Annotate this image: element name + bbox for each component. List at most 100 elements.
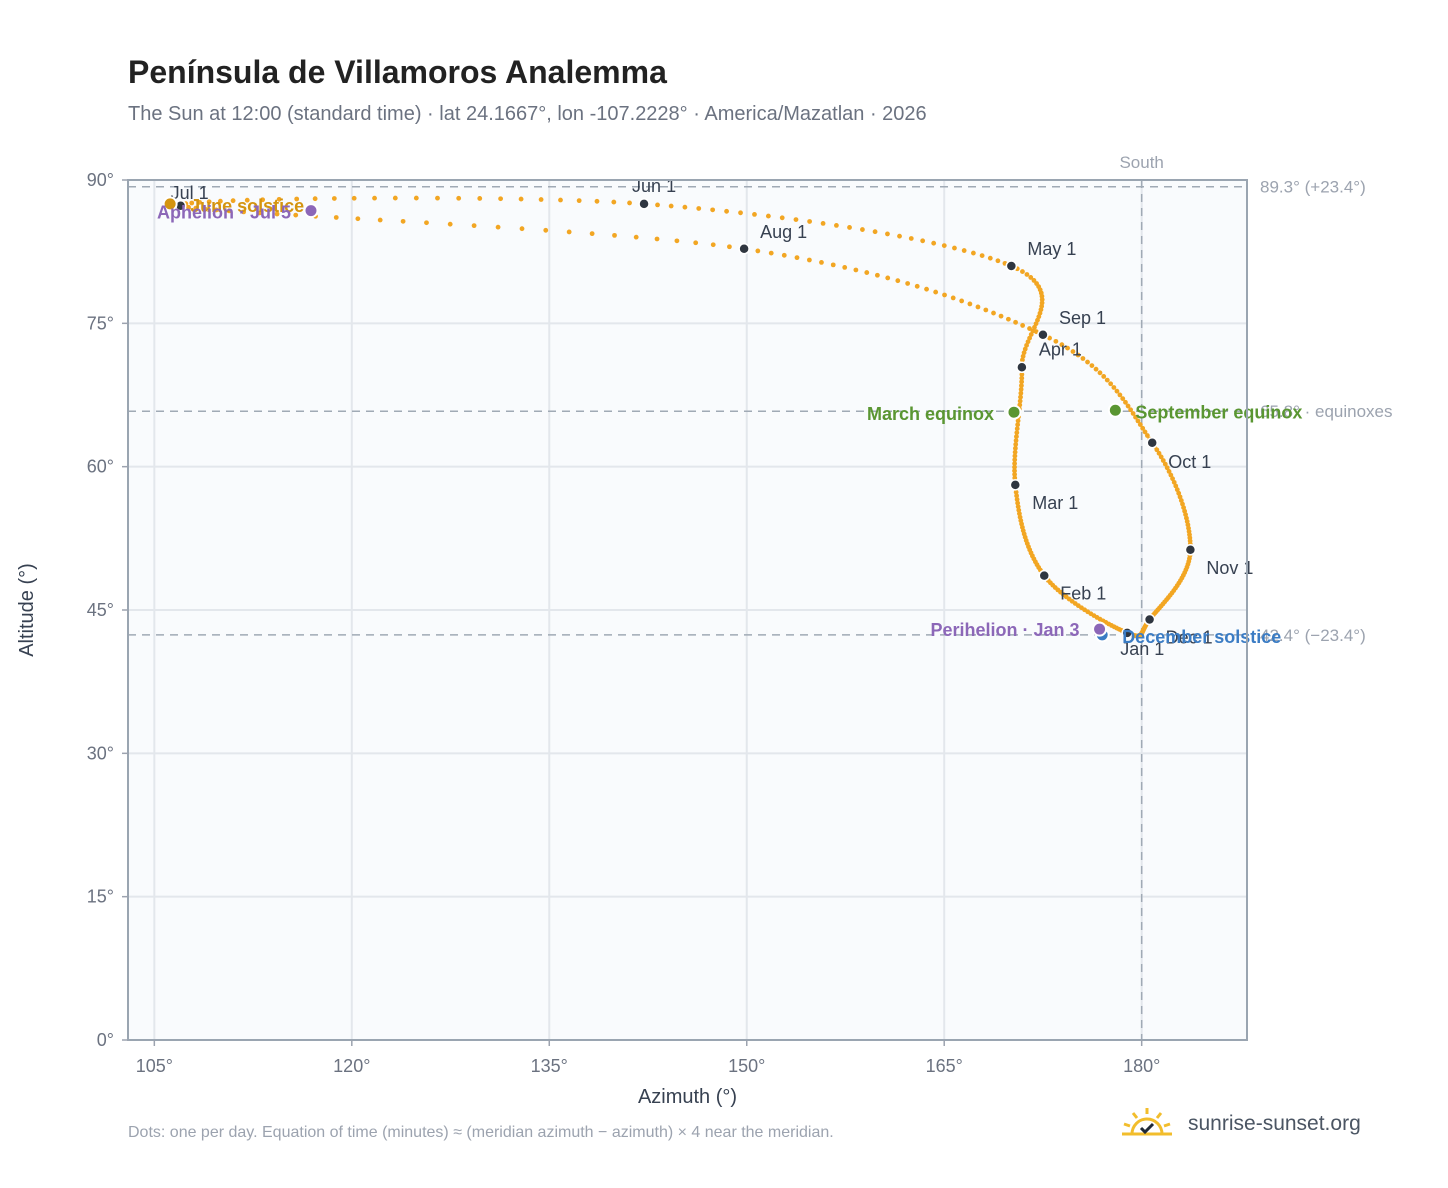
month-label: Oct 1	[1168, 452, 1211, 472]
meridian-label: South	[1119, 153, 1163, 172]
day-dot	[872, 229, 878, 235]
day-dot	[847, 225, 852, 230]
day-dot	[189, 200, 195, 206]
y-tick-label: 15°	[87, 887, 114, 907]
month-marker	[1038, 569, 1051, 582]
day-dot	[400, 218, 406, 224]
day-dot	[276, 196, 282, 202]
month-marker	[1184, 544, 1197, 556]
day-dot	[1171, 479, 1177, 485]
day-dot	[1013, 438, 1019, 443]
event-marker	[1107, 402, 1123, 418]
month-label: Jan 1	[1120, 639, 1164, 659]
day-dot	[1013, 442, 1019, 447]
month-label: Feb 1	[1060, 584, 1106, 604]
day-dot	[217, 198, 223, 204]
x-tick-label: 120°	[333, 1056, 370, 1076]
day-dot	[1104, 377, 1110, 383]
day-dot	[244, 197, 250, 203]
day-dot	[908, 236, 914, 241]
day-dot	[1020, 357, 1025, 363]
day-dot	[693, 240, 699, 246]
day-dot	[1019, 379, 1025, 385]
day-dot	[1125, 403, 1131, 409]
day-dot	[1089, 363, 1095, 369]
day-dot	[998, 313, 1004, 319]
event-markers: June solstice December solstice March equi…	[157, 196, 1302, 647]
day-dot	[1025, 339, 1031, 345]
day-dot	[1160, 458, 1166, 463]
x-tick-label: 150°	[728, 1056, 765, 1076]
day-dot	[1111, 385, 1117, 390]
day-dot	[1133, 414, 1138, 420]
day-dot	[941, 243, 947, 249]
y-tick-label: 75°	[87, 313, 114, 333]
day-dot	[1019, 375, 1025, 381]
day-dot	[710, 242, 716, 248]
day-dot	[668, 203, 674, 209]
day-dot	[1012, 468, 1017, 474]
day-dot	[392, 195, 398, 201]
day-dot	[495, 224, 501, 230]
month-marker	[738, 243, 750, 255]
event-marker	[303, 203, 319, 219]
day-dot	[1170, 476, 1175, 482]
day-dot	[794, 255, 800, 261]
day-dot	[1176, 490, 1182, 496]
y-tick-label: 45°	[87, 600, 114, 620]
day-dot	[979, 253, 985, 259]
day-dot	[1137, 422, 1143, 427]
day-dot	[1028, 332, 1034, 337]
day-dot	[1016, 507, 1022, 513]
y-tick-label: 60°	[87, 457, 114, 477]
day-dot	[1075, 352, 1081, 358]
month-marker	[1005, 260, 1018, 272]
day-dot	[589, 231, 595, 237]
day-dot	[1173, 483, 1179, 489]
day-dot	[471, 223, 477, 229]
brand[interactable]: sunrise-sunset.org	[1120, 1104, 1361, 1144]
day-dot	[983, 307, 989, 313]
y-tick-label: 90°	[87, 170, 114, 190]
day-dot	[807, 219, 813, 224]
day-dot	[1166, 468, 1172, 474]
day-dot	[1024, 342, 1029, 348]
month-label: Nov 1	[1206, 558, 1253, 578]
day-dot	[331, 196, 337, 201]
day-dot	[206, 199, 212, 205]
day-dot	[959, 298, 965, 304]
month-marker	[1009, 479, 1022, 491]
day-dot	[355, 216, 361, 222]
day-dot	[924, 286, 929, 292]
day-dot	[1028, 275, 1034, 280]
day-dot	[1015, 500, 1021, 506]
day-dot	[914, 283, 920, 289]
day-dot	[1014, 497, 1020, 502]
day-dot	[260, 197, 266, 203]
day-dot	[519, 226, 525, 232]
reference-line-label: 65.8° · equinoxes	[1260, 402, 1393, 421]
day-dot	[755, 248, 761, 254]
x-tick-label: 105°	[136, 1056, 173, 1076]
day-dot	[633, 234, 639, 240]
day-dot	[1174, 487, 1180, 493]
day-dot	[874, 272, 880, 278]
day-dot	[377, 217, 383, 223]
day-dot	[1164, 465, 1170, 471]
day-dot	[193, 205, 199, 211]
x-tick-label: 180°	[1123, 1056, 1160, 1076]
day-dot	[1018, 387, 1024, 392]
day-dot	[1014, 493, 1020, 499]
day-dot	[920, 238, 926, 244]
reference-line-label: 89.3° (+23.4°)	[1260, 178, 1366, 197]
day-dot	[1020, 269, 1025, 274]
day-dot	[724, 208, 729, 214]
day-dot	[1027, 335, 1033, 341]
day-dot	[1019, 372, 1025, 377]
day-dot	[768, 250, 774, 256]
y-tick-label: 30°	[87, 743, 114, 763]
day-dot	[834, 223, 839, 228]
day-dot	[779, 215, 785, 221]
month-label: Jul 1	[171, 183, 209, 203]
